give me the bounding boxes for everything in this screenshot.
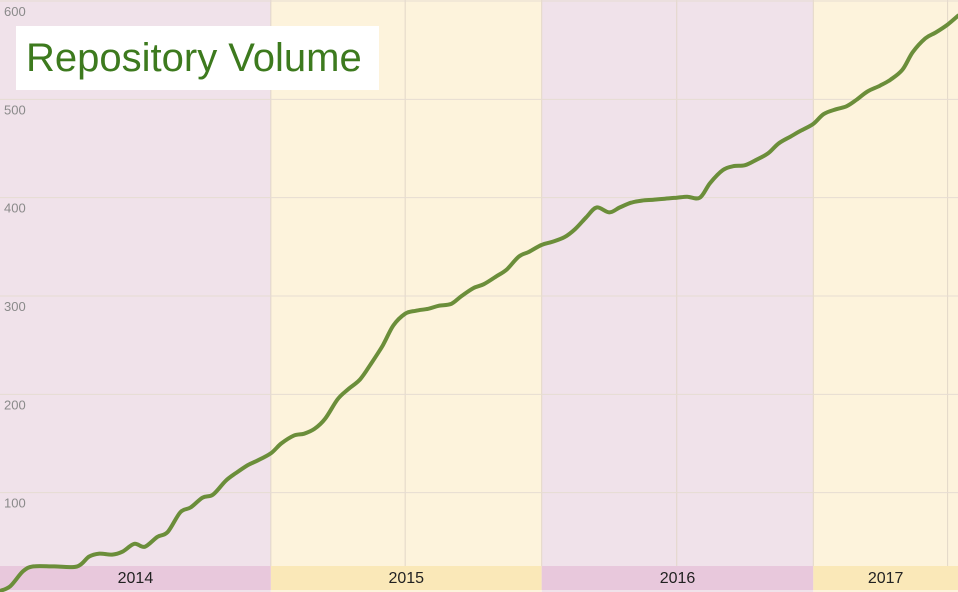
- y-tick-label: 200: [4, 397, 26, 412]
- x-tick-label: 2015: [388, 570, 424, 587]
- y-tick-label: 500: [4, 102, 26, 117]
- x-tick-label: 2016: [660, 570, 696, 587]
- chart-title-box: Repository Volume: [16, 26, 379, 90]
- x-axis-year-strip: 2014 2015 2016 2017: [0, 566, 958, 590]
- x-tick-label: 2017: [868, 570, 904, 587]
- y-tick-label: 300: [4, 299, 26, 314]
- y-tick-label: 100: [4, 496, 26, 511]
- y-tick-label: 400: [4, 201, 26, 216]
- year-strip-2016: [541, 566, 814, 590]
- y-tick-label: 600: [4, 4, 26, 19]
- series-line-0: [0, 13, 958, 592]
- series-layer: [0, 13, 958, 592]
- y-axis-ticks: 100 200 300 400 500 600: [4, 4, 26, 511]
- gridlines: [0, 0, 958, 566]
- year-strip-2017: [813, 566, 958, 590]
- year-strip-2015: [270, 566, 542, 590]
- x-tick-label: 2014: [118, 570, 154, 587]
- year-strip-2014: [0, 566, 271, 590]
- chart-title: Repository Volume: [26, 35, 362, 80]
